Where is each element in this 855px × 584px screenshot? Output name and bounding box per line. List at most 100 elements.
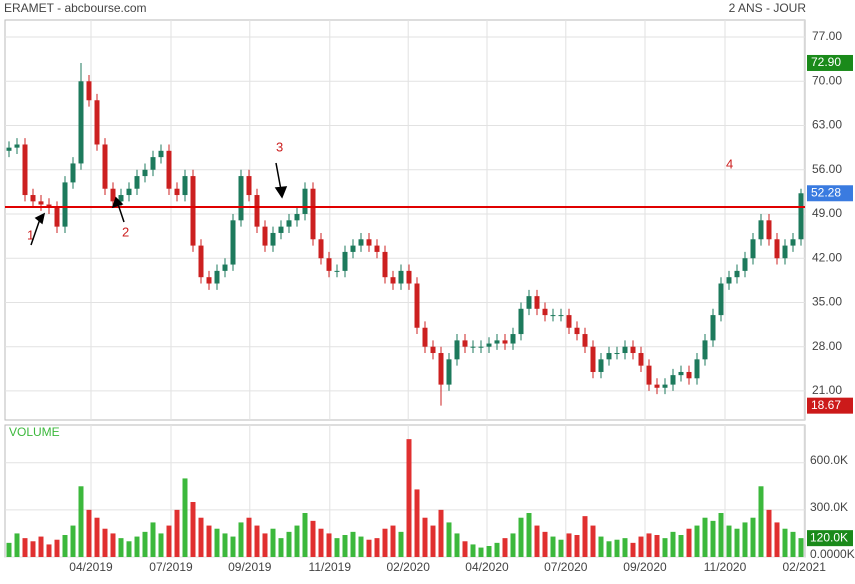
y-tick-label: 49.00	[812, 206, 842, 220]
candle-body	[582, 334, 588, 347]
volume-bar	[278, 538, 284, 557]
volume-bar	[494, 542, 500, 557]
x-tick-label: 11/2020	[704, 560, 747, 574]
volume-bar	[286, 531, 292, 557]
annotation: 4	[726, 156, 733, 171]
candle-body	[358, 239, 364, 246]
volume-bar	[350, 531, 356, 557]
volume-bar	[486, 546, 492, 557]
candle-body	[566, 315, 572, 328]
volume-bar	[46, 544, 52, 557]
volume-bar	[438, 509, 444, 557]
volume-bar	[550, 536, 556, 557]
volume-bar	[118, 538, 124, 557]
candle-body	[326, 258, 332, 271]
x-tick-label: 02/2021	[783, 560, 827, 574]
candle-body	[462, 340, 468, 347]
volume-bar	[782, 528, 788, 557]
candle-body	[390, 277, 396, 284]
candle-body	[206, 277, 212, 284]
candle-body	[398, 270, 404, 284]
candle-body	[598, 359, 604, 372]
volume-panel	[4, 424, 806, 558]
volume-bar	[294, 525, 300, 557]
y-tick-label: 35.00	[812, 295, 842, 309]
candle-body	[278, 226, 284, 233]
x-tick-label: 04/2020	[465, 560, 509, 574]
candle-body	[310, 188, 316, 240]
volume-tag-label: 120.0K	[810, 530, 848, 544]
volume-bar	[334, 538, 340, 557]
candle-body	[94, 100, 100, 145]
volume-bar	[766, 509, 772, 557]
volume-bar	[774, 522, 780, 557]
candle-body	[134, 176, 140, 189]
candle-body	[798, 193, 804, 240]
candle-body	[766, 220, 772, 240]
candle-body	[70, 163, 76, 183]
candle-body	[662, 384, 668, 388]
candle-body	[486, 343, 492, 347]
overlay: 1 2 3 4	[27, 139, 733, 246]
candle-body	[246, 176, 252, 196]
volume-bar	[718, 513, 724, 557]
volume-bar	[790, 531, 796, 557]
volume-bar	[30, 541, 36, 557]
candle-body	[150, 157, 156, 170]
candle-body	[750, 239, 756, 259]
price-tag-label: 52.28	[811, 185, 841, 199]
arrow	[30, 212, 46, 246]
candle-body	[510, 334, 516, 344]
price-tag-label: 72.90	[811, 55, 841, 69]
marks	[5, 62, 805, 557]
candle-body	[694, 359, 700, 379]
volume-bar	[262, 533, 268, 557]
candle-body	[638, 353, 644, 366]
y-tick-label: 77.00	[812, 29, 842, 43]
chart-title: ERAMET - abcbourse.com	[4, 1, 147, 15]
candle-body	[118, 195, 124, 202]
volume-bar	[446, 522, 452, 557]
candle-body	[302, 188, 308, 214]
volume-bar	[54, 539, 60, 557]
volume-bar	[750, 517, 756, 557]
volume-bar	[566, 533, 572, 557]
volume-tick-label: 300.0K	[810, 500, 848, 514]
x-tick-label: 11/2019	[309, 560, 352, 574]
volume-bar	[94, 517, 100, 557]
volume-bar	[102, 528, 108, 557]
volume-bar	[710, 520, 716, 557]
volume-bar	[758, 486, 764, 557]
candle-body	[102, 144, 108, 189]
volume-bar	[382, 528, 388, 557]
candle-body	[494, 340, 500, 344]
volume-bar	[126, 541, 132, 557]
y-tick-label: 63.00	[812, 118, 842, 132]
volume-tag	[807, 530, 853, 547]
volume-bar	[478, 547, 484, 557]
candle-body	[190, 176, 196, 246]
candle-body	[342, 251, 348, 271]
candle-body	[62, 182, 68, 227]
volume-bar	[582, 516, 588, 557]
volume-bar	[142, 531, 148, 557]
x-tick-label: 07/2019	[149, 560, 193, 574]
volume-bar	[398, 531, 404, 557]
volume-bar	[734, 528, 740, 557]
volume-bar	[462, 541, 468, 557]
volume-tick-label: 600.0K	[810, 453, 848, 467]
candle-body	[294, 213, 300, 221]
candle-body	[734, 270, 740, 278]
volume-bar	[366, 539, 372, 557]
volume-bar	[134, 536, 140, 557]
candle-body	[366, 239, 372, 246]
candle-body	[22, 144, 28, 196]
candle-body	[574, 327, 580, 335]
candle-body	[318, 239, 324, 259]
volume-bar	[694, 525, 700, 557]
price-tag-label: 18.67	[811, 398, 841, 412]
volume-bar	[38, 536, 44, 557]
price-panel	[4, 19, 806, 421]
candle-body	[526, 296, 532, 309]
